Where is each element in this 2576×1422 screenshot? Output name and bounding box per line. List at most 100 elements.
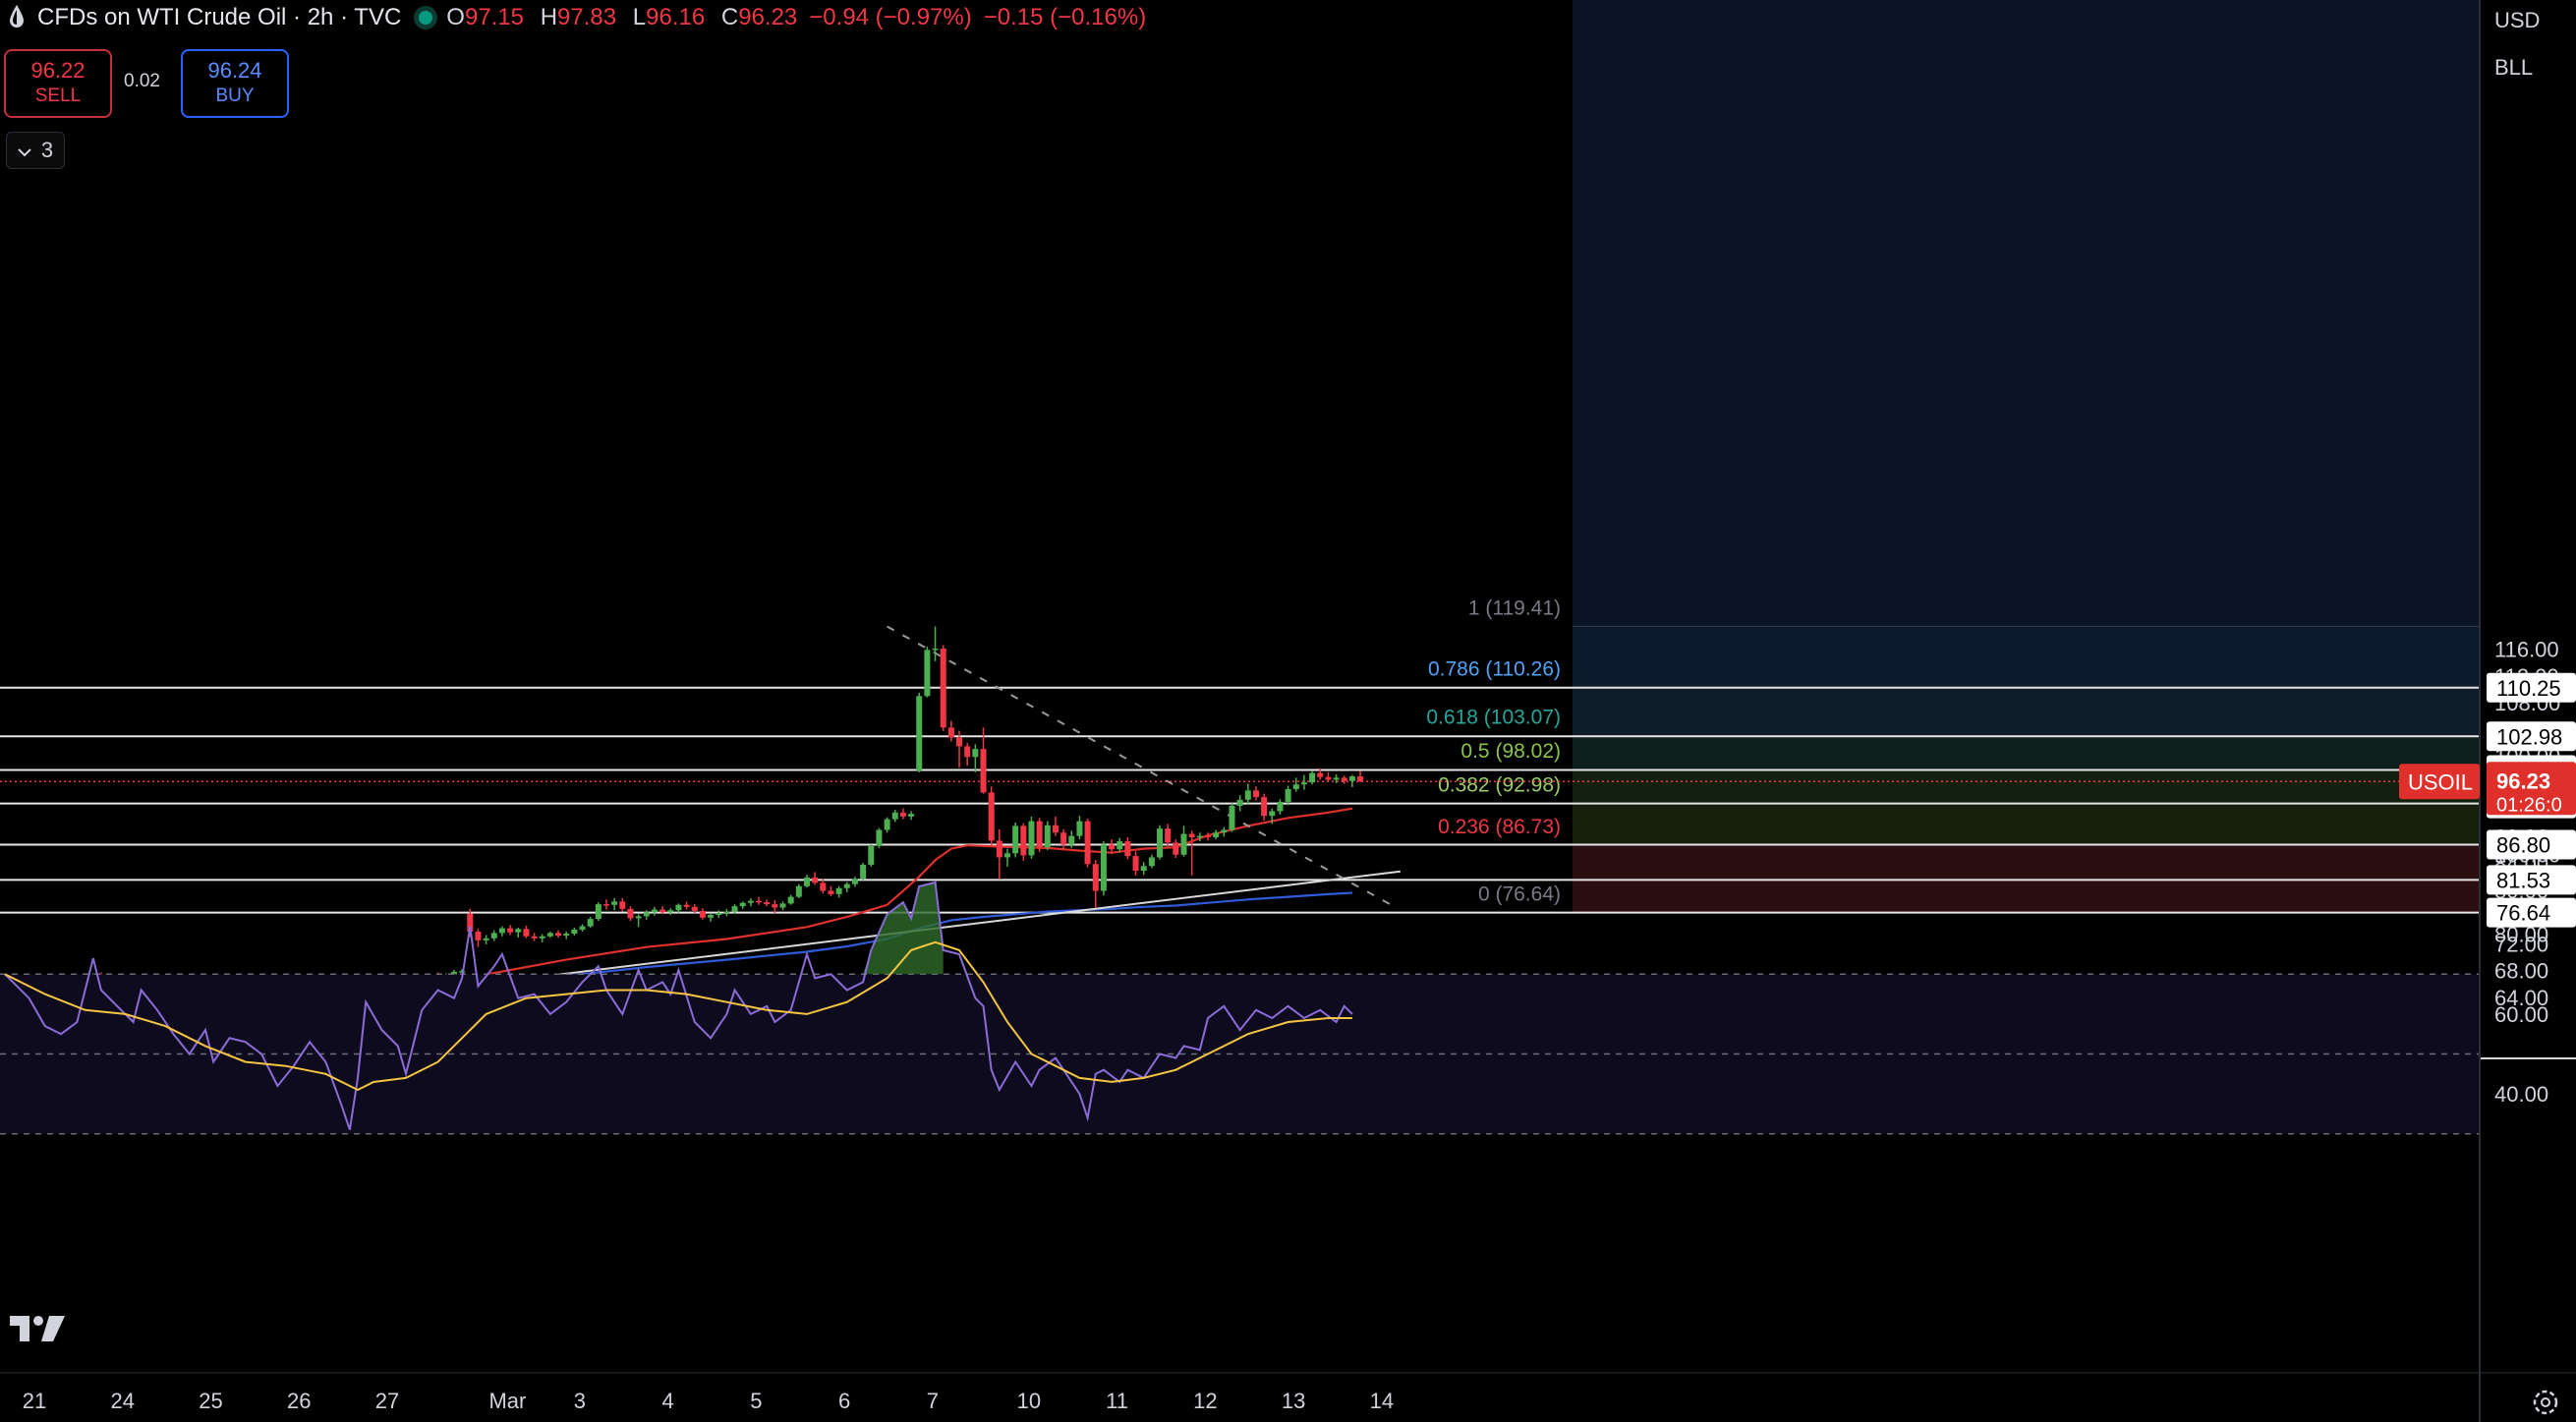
candle-body <box>651 909 658 913</box>
candle-body <box>595 904 601 920</box>
candle-body <box>555 933 562 937</box>
symbol-title[interactable]: CFDs on WTI Crude Oil · 2h · TVC <box>37 4 402 30</box>
candle-body <box>899 812 906 817</box>
candle-body <box>988 792 995 841</box>
fib-zone <box>1573 687 2480 736</box>
sell-price: 96.22 <box>30 58 86 83</box>
candle-body <box>1341 777 1347 781</box>
candle-body <box>908 814 915 817</box>
buy-button[interactable]: 96.24 BUY <box>181 49 289 118</box>
currency-code[interactable]: USD <box>2494 8 2541 32</box>
time-axis-label: 4 <box>662 1389 674 1413</box>
candle-body <box>539 936 545 939</box>
candle-body <box>475 932 482 940</box>
fib-zone <box>1573 735 2480 770</box>
price-axis-label: 64.00 <box>2494 986 2548 1010</box>
candle-body <box>723 911 730 914</box>
buy-price: 96.24 <box>207 58 262 83</box>
candle-body <box>1165 828 1172 843</box>
candle-body <box>779 903 786 908</box>
candle-body <box>916 696 923 770</box>
indicators-toggle-button[interactable]: 3 <box>6 132 65 169</box>
time-axis-label: Mar <box>488 1389 526 1413</box>
candle-body <box>1012 825 1019 854</box>
countdown-label: 01:26:0 <box>2496 794 2562 816</box>
candle-body <box>820 882 827 891</box>
high-value: 97.83 <box>557 4 617 30</box>
candle-body <box>747 900 754 903</box>
candle-body <box>1292 784 1299 789</box>
level-tag <box>2487 865 2576 895</box>
rsi-axis-label: 60.00 <box>2494 1002 2548 1027</box>
candle-body <box>611 901 618 905</box>
candle-body <box>643 912 650 917</box>
candle-body <box>1157 828 1164 858</box>
candle-body <box>956 737 963 747</box>
sell-button[interactable]: 96.22 SELL <box>4 49 112 118</box>
fib-zone <box>1573 803 2480 845</box>
candle-body <box>571 929 578 935</box>
candle-body <box>1196 835 1203 838</box>
candle-body <box>1100 844 1107 891</box>
settings-icon[interactable] <box>2533 1390 2558 1415</box>
candle-body <box>683 904 690 907</box>
candle-body <box>667 910 674 913</box>
level-tag <box>2487 829 2576 860</box>
candle-body <box>507 928 514 933</box>
candle-body <box>627 908 634 919</box>
candle-body <box>972 749 979 758</box>
fib-label: 0.5 (98.02) <box>1460 740 1561 763</box>
gear-icon <box>2533 1390 2558 1415</box>
symbol-tag <box>2399 764 2480 800</box>
currency-unit[interactable]: BLL <box>2494 55 2534 80</box>
candle-body <box>964 746 971 758</box>
level-tag <box>2487 721 2576 752</box>
close-key: C <box>720 4 739 30</box>
change-value: −0.94 (−0.97%) <box>809 4 972 30</box>
candle-body <box>996 840 1002 858</box>
candle-body <box>1044 825 1051 848</box>
candle-body <box>1285 788 1291 802</box>
candle-body <box>563 934 570 937</box>
candle-body <box>731 906 738 912</box>
market-status-dot[interactable] <box>419 11 433 25</box>
oil-drop-icon <box>8 2 26 31</box>
candle-body <box>1300 782 1307 785</box>
candle-body <box>1004 853 1010 858</box>
candle-body <box>1052 825 1059 833</box>
candle-body <box>635 916 642 919</box>
spread-value: 0.02 <box>124 71 160 91</box>
candle-body <box>1205 835 1211 838</box>
rsi-axis-label: 40.00 <box>2494 1082 2548 1107</box>
candle-body <box>891 812 898 820</box>
candle-body <box>835 887 842 894</box>
buy-label: BUY <box>215 85 255 106</box>
candle-body <box>1317 772 1324 777</box>
rsi-ma-line <box>4 940 1352 1092</box>
candle-body <box>795 885 802 897</box>
level-tag-label: 76.64 <box>2496 901 2550 926</box>
level-tag <box>2487 672 2576 703</box>
candle-body <box>619 901 626 909</box>
price-axis-label: 68.00 <box>2494 959 2548 984</box>
candle-body <box>498 928 505 934</box>
candle-body <box>675 904 682 911</box>
candle-body <box>1333 777 1340 780</box>
candle-body <box>1325 776 1332 780</box>
fib-zone <box>1573 769 2480 804</box>
candle-body <box>1116 841 1123 850</box>
candle-body <box>868 845 875 865</box>
ma-fast-line <box>4 807 1353 991</box>
candle-body <box>1348 776 1355 781</box>
fib-label: 0.618 (103.07) <box>1426 707 1561 729</box>
candle-body <box>603 904 609 906</box>
fib-label: 1 (119.41) <box>1468 597 1561 619</box>
close-value: 96.23 <box>738 4 798 30</box>
candle-body <box>1148 857 1155 867</box>
fib-label: 0.236 (86.73) <box>1438 816 1561 838</box>
candle-body <box>1188 833 1195 838</box>
candle-body <box>1020 825 1027 856</box>
level-tag-label: 110.25 <box>2496 676 2561 701</box>
candle-body <box>1060 832 1067 845</box>
